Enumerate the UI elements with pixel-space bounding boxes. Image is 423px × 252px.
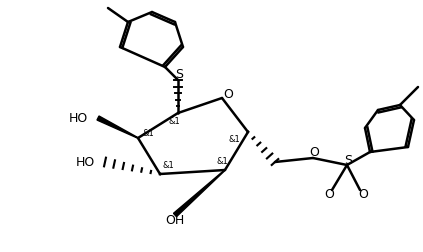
Text: S: S xyxy=(344,154,352,168)
Text: O: O xyxy=(324,188,334,202)
Text: OH: OH xyxy=(165,214,184,228)
Text: &1: &1 xyxy=(162,162,174,171)
Text: &1: &1 xyxy=(228,136,240,144)
Text: &1: &1 xyxy=(142,129,154,138)
Text: HO: HO xyxy=(69,111,88,124)
Text: O: O xyxy=(358,188,368,202)
Text: HO: HO xyxy=(76,155,95,169)
Text: O: O xyxy=(309,146,319,160)
Text: O: O xyxy=(223,88,233,102)
Text: &1: &1 xyxy=(168,117,180,127)
Polygon shape xyxy=(97,116,138,138)
Text: S: S xyxy=(175,69,183,81)
Text: &1: &1 xyxy=(216,158,228,167)
Polygon shape xyxy=(173,170,225,217)
